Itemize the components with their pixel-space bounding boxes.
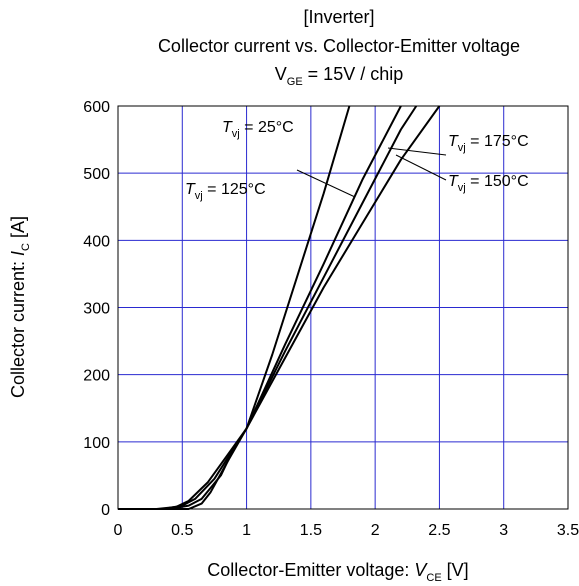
y-axis-label: Collector current: IC [A] (8, 216, 32, 398)
chart-condition: VGE = 15V / chip (275, 64, 404, 88)
x-tick-label: 0 (114, 522, 123, 539)
y-tick-label: 600 (83, 99, 110, 116)
condition-sub: GE (287, 76, 303, 88)
y-tick-label: 400 (83, 233, 110, 250)
tick-labels: 0 0.5 1 1.5 2 2.5 3 3.5 0 100 200 300 400 500 600 (83, 99, 579, 539)
series-lines (118, 105, 441, 510)
condition-rest: = 15V / chip (303, 64, 404, 84)
x-axis-label: Collector-Emitter voltage: VCE [V] (207, 560, 468, 584)
y-tick-label: 100 (83, 435, 110, 452)
x-tick-label: 2.5 (428, 522, 450, 539)
leader-line-150 (395, 154, 447, 181)
chart-title-line-1: [Inverter] (303, 7, 374, 27)
x-tick-label: 1.5 (300, 522, 322, 539)
x-tick-label: 0.5 (171, 522, 193, 539)
condition-var: V (275, 64, 287, 84)
leader-line-175 (387, 147, 447, 156)
y-tick-label: 0 (101, 502, 110, 519)
annotation-25C: Tvj = 25°C (222, 119, 294, 140)
y-tick-label: 300 (83, 301, 110, 318)
x-tick-label: 3.5 (557, 522, 579, 539)
y-tick-label: 200 (83, 368, 110, 385)
chart-title-line-2: Collector current vs. Collector-Emitter … (158, 36, 520, 56)
annotation-125C: Tvj = 125°C (185, 181, 266, 202)
annotation-175C: Tvj = 175°C (448, 133, 529, 154)
y-tick-label: 500 (83, 166, 110, 183)
x-tick-label: 3 (499, 522, 508, 539)
annotation-150C: Tvj = 150°C (448, 173, 529, 194)
series-line-tvj-175-c (118, 105, 441, 510)
x-tick-label: 1 (242, 522, 251, 539)
plot-frame (117, 105, 569, 510)
leader-line-125 (296, 169, 356, 198)
grid (118, 106, 568, 509)
x-tick-label: 2 (371, 522, 380, 539)
